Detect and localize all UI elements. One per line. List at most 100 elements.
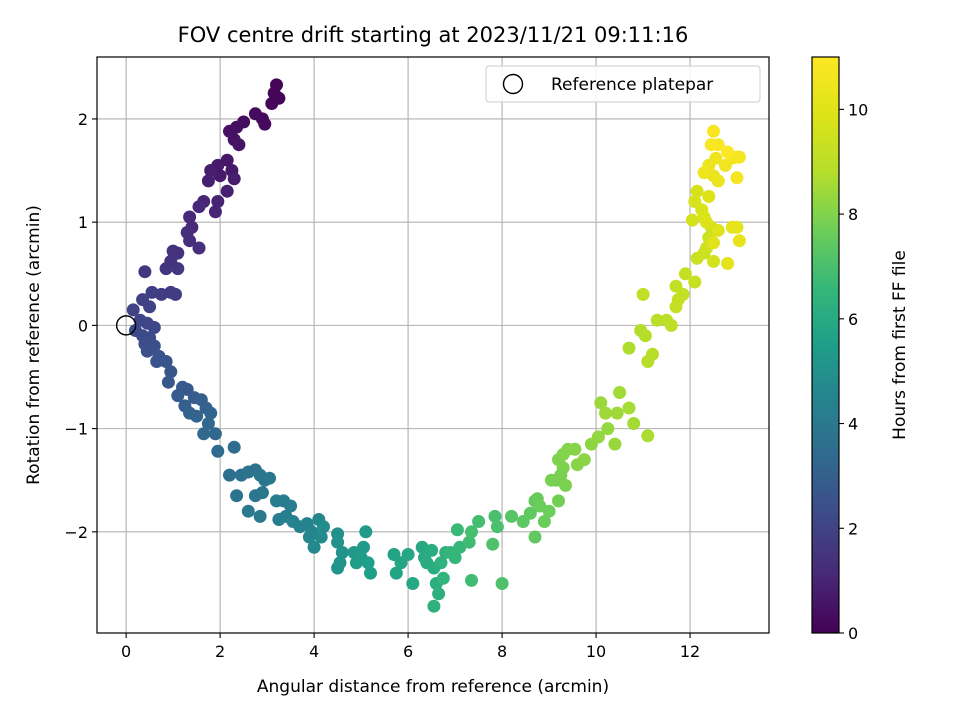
- data-point: [577, 453, 591, 467]
- data-point: [427, 599, 441, 613]
- data-point: [721, 145, 735, 159]
- x-axis-label: Angular distance from reference (arcmin): [257, 677, 609, 697]
- data-point: [462, 535, 476, 549]
- y-tick-label: −2: [64, 523, 88, 542]
- data-point: [192, 200, 206, 214]
- data-point: [542, 504, 556, 518]
- x-tick-label: 12: [680, 642, 700, 661]
- data-point: [192, 241, 206, 255]
- data-point: [711, 223, 725, 237]
- data-point: [490, 520, 504, 534]
- colorbar-tick-label: 2: [848, 519, 858, 538]
- data-point: [147, 321, 161, 334]
- data-point: [223, 468, 236, 482]
- data-point: [650, 313, 664, 327]
- data-point: [685, 213, 699, 227]
- y-tick-label: −1: [64, 420, 88, 439]
- data-point: [622, 341, 636, 355]
- data-point: [528, 530, 542, 544]
- plot-frame: [96, 56, 770, 634]
- y-tick-label: 2: [78, 110, 88, 129]
- colorbar-tick-label: 8: [848, 205, 858, 224]
- data-point: [211, 444, 225, 458]
- data-points: [126, 78, 746, 613]
- data-point: [559, 478, 572, 492]
- data-point: [707, 124, 720, 138]
- data-point: [505, 509, 518, 523]
- data-point: [721, 257, 735, 270]
- data-point: [707, 236, 720, 250]
- data-point: [284, 499, 298, 513]
- y-axis-ticks: −2 −1 0 1 2: [64, 110, 97, 542]
- data-point: [707, 254, 720, 268]
- data-point: [197, 427, 211, 441]
- data-point: [232, 138, 246, 152]
- data-point: [711, 174, 725, 188]
- data-point: [204, 406, 218, 420]
- colorbar-tick-label: 10: [848, 100, 868, 119]
- data-point: [159, 262, 173, 276]
- colorbar-frame: [811, 56, 840, 634]
- data-point: [688, 275, 702, 289]
- data-point: [359, 525, 373, 539]
- data-point: [448, 551, 462, 565]
- data-point: [331, 561, 345, 575]
- data-point: [161, 375, 175, 389]
- reference-marker: [115, 315, 137, 336]
- data-point: [638, 329, 652, 343]
- data-point: [641, 429, 655, 443]
- data-point: [709, 151, 723, 165]
- data-point: [434, 556, 448, 570]
- reference-platepar-point: [115, 315, 137, 336]
- data-point: [255, 486, 269, 500]
- data-point: [613, 386, 627, 399]
- data-point: [465, 573, 478, 587]
- data-point: [143, 300, 157, 314]
- data-point: [697, 166, 711, 180]
- data-point: [265, 97, 279, 110]
- colorbar-tick-label: 6: [848, 310, 858, 329]
- data-point: [552, 494, 565, 508]
- data-point: [302, 530, 316, 544]
- data-point: [208, 205, 222, 219]
- data-point: [472, 515, 486, 528]
- data-point: [610, 406, 624, 420]
- data-point: [164, 365, 178, 379]
- data-point: [401, 548, 415, 561]
- data-point: [664, 318, 678, 332]
- data-point: [314, 530, 328, 544]
- data-point: [307, 540, 321, 554]
- data-point: [389, 566, 403, 580]
- data-point: [253, 509, 267, 523]
- legend-marker: [502, 73, 524, 95]
- y-tick-label: 1: [78, 213, 88, 232]
- data-point: [594, 396, 608, 410]
- data-point: [488, 509, 502, 523]
- data-point: [704, 138, 718, 152]
- data-point: [227, 172, 241, 186]
- data-point: [601, 422, 615, 436]
- data-point: [568, 442, 582, 456]
- data-point: [349, 556, 363, 570]
- data-point: [201, 174, 215, 188]
- data-point: [267, 86, 281, 100]
- x-tick-label: 10: [586, 642, 606, 661]
- data-point: [335, 546, 349, 559]
- colorbar-tick-label: 0: [848, 624, 858, 643]
- data-point: [678, 267, 692, 281]
- data-point: [700, 215, 713, 229]
- data-point: [140, 344, 154, 358]
- x-tick-label: 4: [309, 642, 319, 661]
- data-point: [258, 117, 272, 131]
- data-point: [227, 440, 241, 454]
- data-point: [432, 587, 446, 601]
- data-point: [425, 543, 439, 557]
- data-point: [357, 540, 370, 554]
- data-point: [537, 515, 551, 528]
- data-point: [138, 265, 152, 279]
- data-point: [450, 523, 464, 537]
- data-point: [145, 285, 159, 299]
- data-point: [241, 504, 255, 518]
- data-point: [622, 401, 636, 415]
